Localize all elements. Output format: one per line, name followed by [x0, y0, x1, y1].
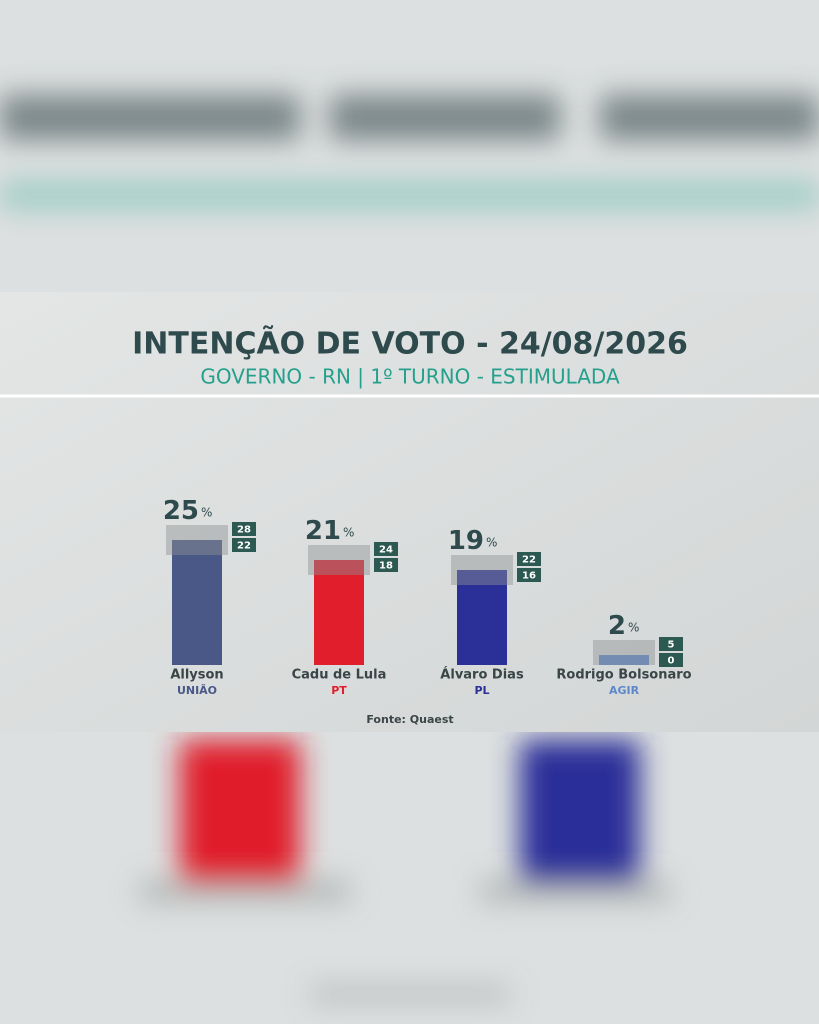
margin-tag: [232, 538, 256, 552]
blur-shape: [310, 985, 510, 1003]
margin-label: 0: [668, 656, 675, 667]
blur-shape: [480, 880, 670, 902]
margin-tag: [374, 542, 398, 556]
value-number: 2: [608, 611, 626, 641]
margin-label: 28: [237, 525, 251, 536]
margin-box: [166, 525, 228, 555]
margin-tag: [517, 552, 541, 566]
margin-tag: [659, 637, 683, 651]
x-tick-label: Rodrigo Bolsonaro: [556, 668, 691, 683]
value-label: 2: [608, 611, 626, 641]
margin-label: 22: [237, 541, 251, 552]
margin-label: 18: [379, 561, 393, 572]
blur-shape: [0, 180, 819, 210]
bar: [599, 655, 649, 665]
margin-box: [451, 555, 513, 585]
value-label: 19: [448, 526, 484, 556]
source: Fonte: Quaest: [366, 713, 453, 726]
value-number: 19: [448, 526, 484, 556]
margin-tag: [374, 558, 398, 572]
value-unit: %: [486, 536, 497, 550]
blur-shape: [600, 95, 819, 140]
party-label: AGIR: [609, 684, 640, 697]
margin-label: 22: [522, 555, 536, 566]
value-number: 25: [163, 496, 199, 526]
chart-title: INTENÇÃO DE VOTO - 24/08/2026: [132, 325, 688, 362]
value-label: 21: [305, 516, 341, 546]
margin-tag: [659, 653, 683, 667]
x-tick-label: Álvaro Dias: [440, 667, 524, 683]
blur-shape: [180, 740, 300, 880]
party-label: PT: [331, 684, 347, 697]
blur-shape: [140, 880, 350, 902]
value-unit: %: [628, 621, 639, 635]
value-label: 25: [163, 496, 199, 526]
margin-label: 24: [379, 545, 393, 556]
value-number: 21: [305, 516, 341, 546]
blur-shape: [330, 95, 560, 140]
margin-label: 16: [522, 571, 536, 582]
bar: [314, 560, 364, 665]
blur-shape: [0, 95, 300, 140]
blur-shape: [520, 740, 640, 880]
x-tick-label: Cadu de Lula: [292, 668, 387, 683]
bar: [172, 540, 222, 665]
party-label: UNIÃO: [177, 684, 217, 697]
margin-box: [308, 545, 370, 575]
margin-label: 5: [668, 640, 675, 651]
party-label: PL: [474, 684, 489, 697]
chart-subtitle: GOVERNO - RN | 1º TURNO - ESTIMULADA: [200, 365, 620, 389]
value-unit: %: [201, 506, 212, 520]
bar: [457, 570, 507, 665]
margin-tag: [517, 568, 541, 582]
blurred-background: [0, 95, 819, 1003]
margin-box: [593, 640, 655, 665]
value-unit: %: [343, 526, 354, 540]
margin-tag: [232, 522, 256, 536]
x-tick-label: Allyson: [170, 668, 223, 683]
